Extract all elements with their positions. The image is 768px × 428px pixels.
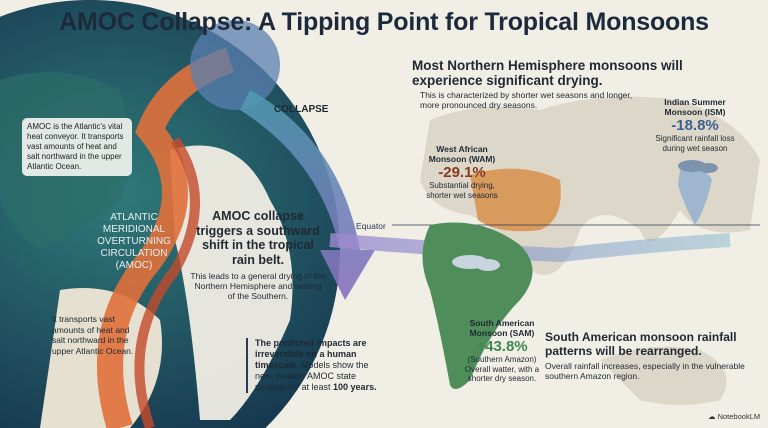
- rain-cloud-icon: [678, 160, 718, 173]
- wam-value: -29.1%: [438, 164, 486, 181]
- brand-name: NotebookLM: [717, 412, 761, 421]
- notebooklm-brand: ☁ NotebookLM: [708, 412, 760, 421]
- sam-region: (Southern Amazon): [467, 355, 537, 364]
- india-region: [678, 168, 712, 225]
- ism-desc: Significant rainfall loss during wet sea…: [655, 134, 735, 153]
- wam-desc: Substantial drying, shorter wet seasons: [426, 181, 498, 200]
- northern-callout: Most Northern Hemisphere monsoons will e…: [412, 58, 688, 110]
- impacts-bold: The predicted impacts are irreversible o…: [255, 338, 367, 370]
- southern-callout: South American monsoon rainfall patterns…: [545, 330, 765, 381]
- sam-name: South American Monsoon (SAM): [469, 318, 535, 338]
- transport-note: It transports vast amounts of heat and s…: [52, 314, 134, 356]
- rain-belt-shift-callout: AMOC collapse triggers a southward shift…: [190, 209, 326, 301]
- world-map: [420, 96, 760, 405]
- sam-callout: South American Monsoon (SAM) +43.8% (Sou…: [462, 318, 542, 384]
- wam-name: West African Monsoon (WAM): [428, 144, 496, 164]
- collapse-label: COLLAPSE: [274, 104, 329, 115]
- amoc-current: [97, 47, 235, 428]
- impacts-years: 100 years.: [333, 382, 377, 392]
- southern-heading: South American monsoon rainfall patterns…: [545, 330, 737, 358]
- southern-subtext: Overall rainfall increases, especially i…: [545, 361, 745, 381]
- europe-africa-land: [170, 145, 293, 421]
- impacts-text: Models show the new, weaker AMOC state p…: [255, 360, 369, 392]
- amoc-label: ATLANTIC MERIDIONAL OVERTURNING CIRCULAT…: [97, 212, 171, 271]
- ism-callout: Indian Summer Monsoon (ISM) -18.8% Signi…: [650, 97, 740, 153]
- notebooklm-logo-icon: ☁: [708, 412, 718, 421]
- collapse-swirl: [190, 20, 280, 110]
- impacts-callout: The predicted impacts are irreversible o…: [246, 338, 379, 393]
- west-africa-drought: [470, 168, 561, 232]
- amoc-info-box: AMOC is the Atlantic's vital heat convey…: [22, 118, 132, 176]
- wam-callout: West African Monsoon (WAM) -29.1% Substa…: [420, 144, 504, 200]
- rain-belt-shift-heading: AMOC collapse triggers a southward shift…: [196, 209, 320, 267]
- ism-name: Indian Summer Monsoon (ISM): [664, 97, 726, 117]
- equator-label: Equator: [356, 221, 386, 231]
- rain-cloud-icon: [452, 255, 500, 271]
- page-title: AMOC Collapse: A Tipping Point for Tropi…: [59, 8, 709, 36]
- northern-subtext: This is characterized by shorter wet sea…: [420, 90, 633, 110]
- south-america-land: [422, 222, 533, 389]
- sam-value: +43.8%: [476, 338, 528, 355]
- sam-desc: Overall watter, with a shorter dry seaso…: [464, 364, 540, 384]
- rain-belt-shift-subtext: This leads to a general drying of the No…: [190, 271, 326, 301]
- rain-belt-arrow: [329, 233, 731, 263]
- ism-value: -18.8%: [671, 117, 719, 134]
- northern-heading: Most Northern Hemisphere monsoons will e…: [412, 58, 683, 88]
